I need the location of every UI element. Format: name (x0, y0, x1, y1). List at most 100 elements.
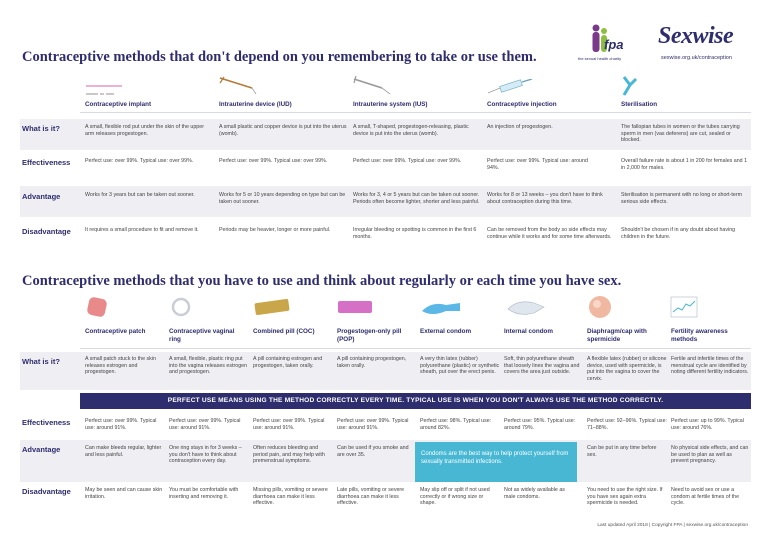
fpa-logo-icon (592, 24, 607, 52)
cell-fertility-dis: Need to avoid sex or use a condom at fer… (671, 487, 740, 507)
cell-internal-condom-what: Soft, thin polyurethane sheath that loos… (504, 356, 580, 376)
cell-pop-eff: Perfect use: over 99%. Typical use: arou… (337, 418, 409, 431)
cell-ring-what: A small, flexible, plastic ring put into… (169, 356, 248, 376)
internal-condom-icon (507, 301, 545, 315)
method-name-ius: Intrauterine system (IUS) (353, 101, 428, 108)
cell-internal-condom-dis: Not as widely available as male condoms. (504, 487, 565, 500)
iud-icon (219, 76, 257, 95)
cell-ius-dis: Irregular bleeding or spotting is common… (353, 227, 477, 240)
pill-strip-icon (254, 298, 290, 316)
header-divider (80, 112, 751, 113)
cell-iud-eff: Perfect use: over 99%. Typical use: over… (219, 158, 328, 164)
method-name-diaphragm: Diaphragm/cap with spermicide (587, 328, 647, 343)
method-name-pop: Progestogen-only pill (POP) (337, 328, 402, 343)
cell-coc-eff: Perfect use: over 99%. Typical use: arou… (253, 418, 325, 431)
cell-ring-eff: Perfect use: over 99%. Typical use: arou… (169, 418, 241, 431)
method-name-internal-condom: Internal condom (504, 328, 553, 335)
row-band-what-2 (20, 352, 751, 390)
cell-implant-dis: It requires a small procedure to fit and… (85, 227, 199, 233)
cell-injection-dis: Can be removed from the body so side eff… (487, 227, 612, 240)
fpa-tagline: the sexual health charity (578, 56, 622, 61)
cell-external-condom-dis: May slip off or split if not used correc… (420, 487, 490, 507)
cell-sterilisation-adv: Sterilisation is permanent with no long … (621, 192, 742, 205)
cell-iud-what: A small plastic and copper device is put… (219, 124, 347, 137)
fpa-logo-text: fpa (604, 37, 624, 52)
row-label-effectiveness-2: Effectiveness (22, 418, 71, 427)
cell-ring-dis: You must be comfortable with inserting a… (169, 487, 239, 500)
row-label-what-2: What is it? (22, 357, 60, 366)
cell-injection-adv: Works for 8 or 13 weeks – you don't have… (487, 192, 603, 205)
cell-pop-what: A pill containing progestogen, taken ora… (337, 356, 407, 369)
method-name-sterilisation: Sterilisation (621, 101, 658, 108)
cell-coc-what: A pill containing estrogen and progestog… (253, 356, 323, 369)
method-name-iud: Intrauterine device (IUD) (219, 101, 292, 108)
row-label-what: What is it? (22, 124, 60, 133)
cell-injection-eff: Perfect use: over 99%. Typical use: arou… (487, 158, 588, 171)
cell-patch-what: A small patch stuck to the skin releases… (85, 356, 156, 376)
cell-iud-adv: Works for 5 or 10 years depending on typ… (219, 192, 346, 205)
cell-ius-what: A small, T-shaped, progestogen-releasing… (353, 124, 469, 137)
method-name-patch: Contraceptive patch (85, 328, 146, 335)
cell-external-condom-what: A very thin latex (rubber) polyurethane … (420, 356, 500, 376)
method-name-ring: Contraceptive vaginal ring (169, 328, 235, 343)
diaphragm-icon (589, 296, 611, 318)
header-divider-2 (80, 348, 751, 349)
cell-fertility-adv: No physical side effects, and can be use… (671, 445, 749, 465)
cell-pop-adv: Can be used if you smoke and are over 35… (337, 445, 409, 458)
row-label-disadvantage-2: Disadvantage (22, 487, 71, 496)
method-name-external-condom: External condom (420, 328, 472, 335)
row-label-advantage-2: Advantage (22, 445, 61, 454)
cell-implant-adv: Works for 3 years but can be taken out s… (85, 192, 195, 198)
cell-implant-what: A small, flexible rod put under the skin… (85, 124, 204, 137)
row-band-what (20, 119, 751, 150)
perfect-typical-banner: PERFECT USE MEANS USING THE METHOD CORRE… (80, 393, 751, 409)
cell-ring-adv: One ring stays in for 3 weeks – you don'… (169, 445, 242, 465)
cell-injection-what: An injection of progestogen. (487, 124, 553, 130)
sexwise-url[interactable]: sexwise.org.uk/contraception (661, 55, 732, 61)
external-condom-icon (422, 303, 460, 314)
cell-fertility-what: Fertile and infertile times of the menst… (671, 356, 749, 376)
cell-ius-eff: Perfect use: over 99%. Typical use: over… (353, 158, 462, 164)
implant-rod-icon (86, 85, 122, 95)
ius-icon (353, 75, 391, 95)
cell-pop-dis: Late pills, vomiting or severe diarrhoea… (337, 487, 405, 507)
cell-diaphragm-eff: Perfect use: 92–96%. Typical use: 71–88%… (587, 418, 667, 431)
cell-diaphragm-what: A flexible latex (rubber) or silicone de… (587, 356, 667, 382)
cell-coc-dis: Missing pills, vomiting or severe diarrh… (253, 487, 328, 507)
section-title-long-acting: Contraceptive methods that don't depend … (22, 49, 537, 65)
cell-implant-eff: Perfect use: over 99%. Typical use: over… (85, 158, 194, 164)
sexwise-logo: Sexwise (658, 23, 734, 49)
ring-icon (171, 297, 191, 317)
fertility-chart-icon (670, 296, 698, 318)
row-label-disadvantage: Disadvantage (22, 227, 71, 236)
method-name-coc: Combined pill (COC) (253, 328, 315, 335)
cell-internal-condom-eff: Perfect use: 95%. Typical use: around 79… (504, 418, 576, 431)
method-name-fertility: Fertility awareness methods (671, 328, 728, 343)
cell-patch-eff: Perfect use: over 99%. Typical use: arou… (85, 418, 157, 431)
section-title-user-dependent: Contraceptive methods that you have to u… (22, 273, 622, 289)
cell-sterilisation-eff: Overall failure rate is about 1 in 200 f… (621, 158, 748, 171)
syringe-icon (487, 79, 533, 94)
row-band-advantage-2 (20, 440, 751, 482)
cell-sterilisation-dis: Shouldn't be chosen if in any doubt abou… (621, 227, 736, 240)
cell-iud-dis: Periods may be heavier, longer or more p… (219, 227, 331, 233)
cell-patch-dis: May be seen and can cause skin irritatio… (85, 487, 163, 500)
patch-icon (87, 297, 107, 317)
cell-diaphragm-dis: You need to use the right size. If you h… (587, 487, 663, 507)
row-label-effectiveness: Effectiveness (22, 158, 71, 167)
cell-coc-adv: Often reduces bleeding and period pain, … (253, 445, 325, 465)
cell-patch-adv: Can make bleeds regular, lighter and les… (85, 445, 162, 458)
cell-diaphragm-adv: Can be put in any time before sex. (587, 445, 657, 458)
method-name-injection: Contraceptive injection (487, 101, 557, 108)
cell-ius-adv: Works for 3, 4 or 5 years but can be tak… (353, 192, 480, 205)
footer-copyright: Last updated April 2018 | Copyright FPA … (597, 523, 748, 528)
pop-strip-icon (338, 301, 372, 313)
method-name-implant: Contraceptive implant (85, 101, 152, 108)
cell-sterilisation-what: The fallopian tubes in women or the tube… (621, 124, 740, 144)
condom-sti-note: Condoms are the best way to help protect… (415, 442, 577, 482)
cell-external-condom-eff: Perfect use: 98%. Typical use: around 82… (420, 418, 492, 431)
cell-fertility-eff: Perfect use: up to 99%. Typical use: aro… (671, 418, 744, 431)
row-band-advantage (20, 186, 751, 217)
sterilisation-icon (622, 76, 638, 96)
row-label-advantage: Advantage (22, 192, 61, 201)
